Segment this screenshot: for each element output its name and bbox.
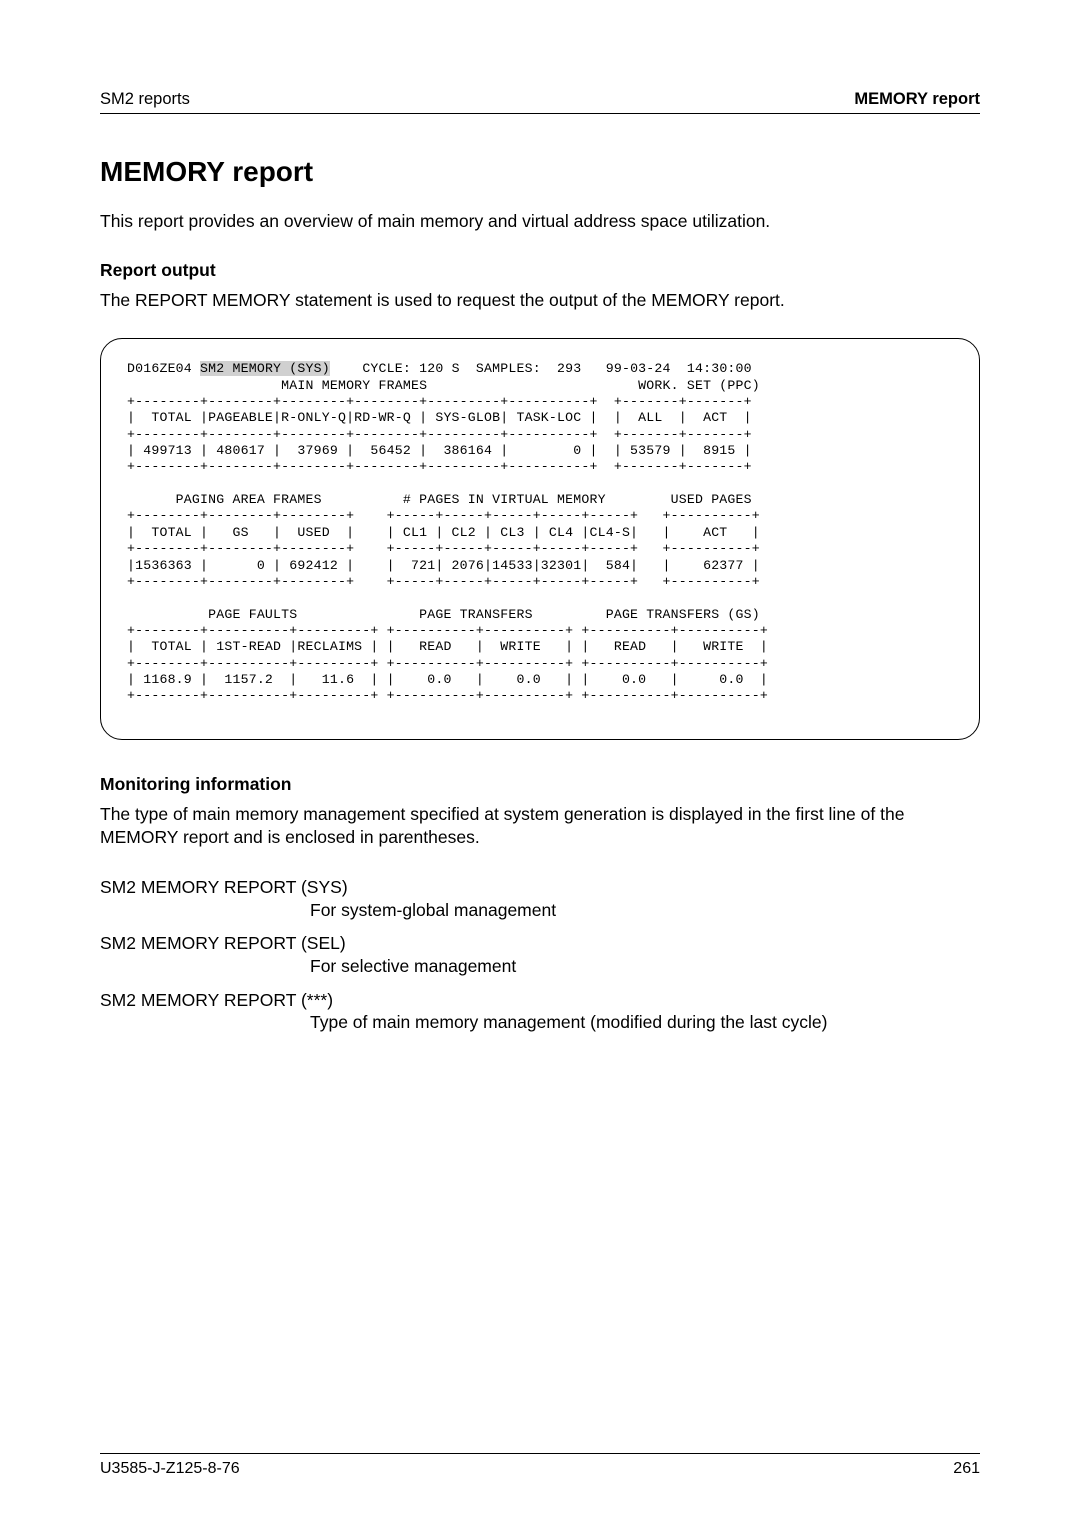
mono-line: +--------+--------+--------+--------+---… [127,394,752,409]
mono-line: | TOTAL |PAGEABLE|R-ONLY-Q|RD-WR-Q | SYS… [127,410,752,425]
definition-stars: SM2 MEMORY REPORT (***) Type of main mem… [100,989,980,1035]
page-footer: U3585-J-Z125-8-76 261 [100,1453,980,1478]
page-title: MEMORY report [100,156,980,188]
mono-line: +--------+--------+--------+ +-----+----… [127,541,760,556]
mono-line: |1536363 | 0 | 692412 | | 721| 2076|1453… [127,558,760,573]
footer-row: U3585-J-Z125-8-76 261 [100,1460,980,1478]
mono-line: +--------+----------+---------+ +-------… [127,656,768,671]
definition-sys: SM2 MEMORY REPORT (SYS) For system-globa… [100,876,980,922]
definitions-list: SM2 MEMORY REPORT (SYS) For system-globa… [100,876,980,1035]
mono-line: D016ZE04 [127,361,200,376]
def-term: SM2 MEMORY REPORT (SYS) [100,876,980,900]
mono-line: MAIN MEMORY FRAMES WORK. SET (PPC) [127,378,760,393]
mono-line: +--------+----------+---------+ +-------… [127,688,768,703]
mono-line: PAGING AREA FRAMES # PAGES IN VIRTUAL ME… [127,492,752,507]
def-term: SM2 MEMORY REPORT (SEL) [100,932,980,956]
def-desc: For selective management [310,955,980,979]
report-output-heading: Report output [100,260,980,281]
header-right: MEMORY report [854,90,980,109]
mono-line: | 499713 | 480617 | 37969 | 56452 | 3861… [127,443,752,458]
def-desc: For system-global management [310,899,980,923]
mono-line: | TOTAL | GS | USED | | CL1 | CL2 | CL3 … [127,525,760,540]
mono-line: CYCLE: 120 S SAMPLES: 293 99-03-24 14:30… [330,361,752,376]
def-desc: Type of main memory management (modified… [310,1011,980,1035]
mono-line: | TOTAL | 1ST-READ |RECLAIMS | | READ | … [127,639,768,654]
monitoring-heading: Monitoring information [100,774,980,795]
mono-line: +--------+--------+--------+--------+---… [127,427,752,442]
page: SM2 reports MEMORY report MEMORY report … [0,0,1080,1528]
monitoring-text: The type of main memory management speci… [100,803,980,850]
definition-sel: SM2 MEMORY REPORT (SEL) For selective ma… [100,932,980,978]
mono-highlight: SM2 MEMORY (SYS) [200,361,330,376]
intro-paragraph: This report provides an overview of main… [100,210,980,234]
report-output-text: The REPORT MEMORY statement is used to r… [100,289,980,313]
report-output-box: D016ZE04 SM2 MEMORY (SYS) CYCLE: 120 S S… [100,338,980,740]
mono-line: +--------+--------+--------+ +-----+----… [127,574,760,589]
mono-line: +--------+----------+---------+ +-------… [127,623,768,638]
footer-right: 261 [953,1460,980,1478]
def-term: SM2 MEMORY REPORT (***) [100,989,980,1013]
mono-line: | 1168.9 | 1157.2 | 11.6 | | 0.0 | 0.0 |… [127,672,768,687]
running-header: SM2 reports MEMORY report [100,90,980,113]
mono-line: +--------+--------+--------+--------+---… [127,459,752,474]
footer-rule [100,1453,980,1454]
header-left: SM2 reports [100,90,190,109]
footer-left: U3585-J-Z125-8-76 [100,1460,240,1478]
mono-line: PAGE FAULTS PAGE TRANSFERS PAGE TRANSFER… [127,607,760,622]
header-rule [100,113,980,114]
mono-line: +--------+--------+--------+ +-----+----… [127,508,760,523]
